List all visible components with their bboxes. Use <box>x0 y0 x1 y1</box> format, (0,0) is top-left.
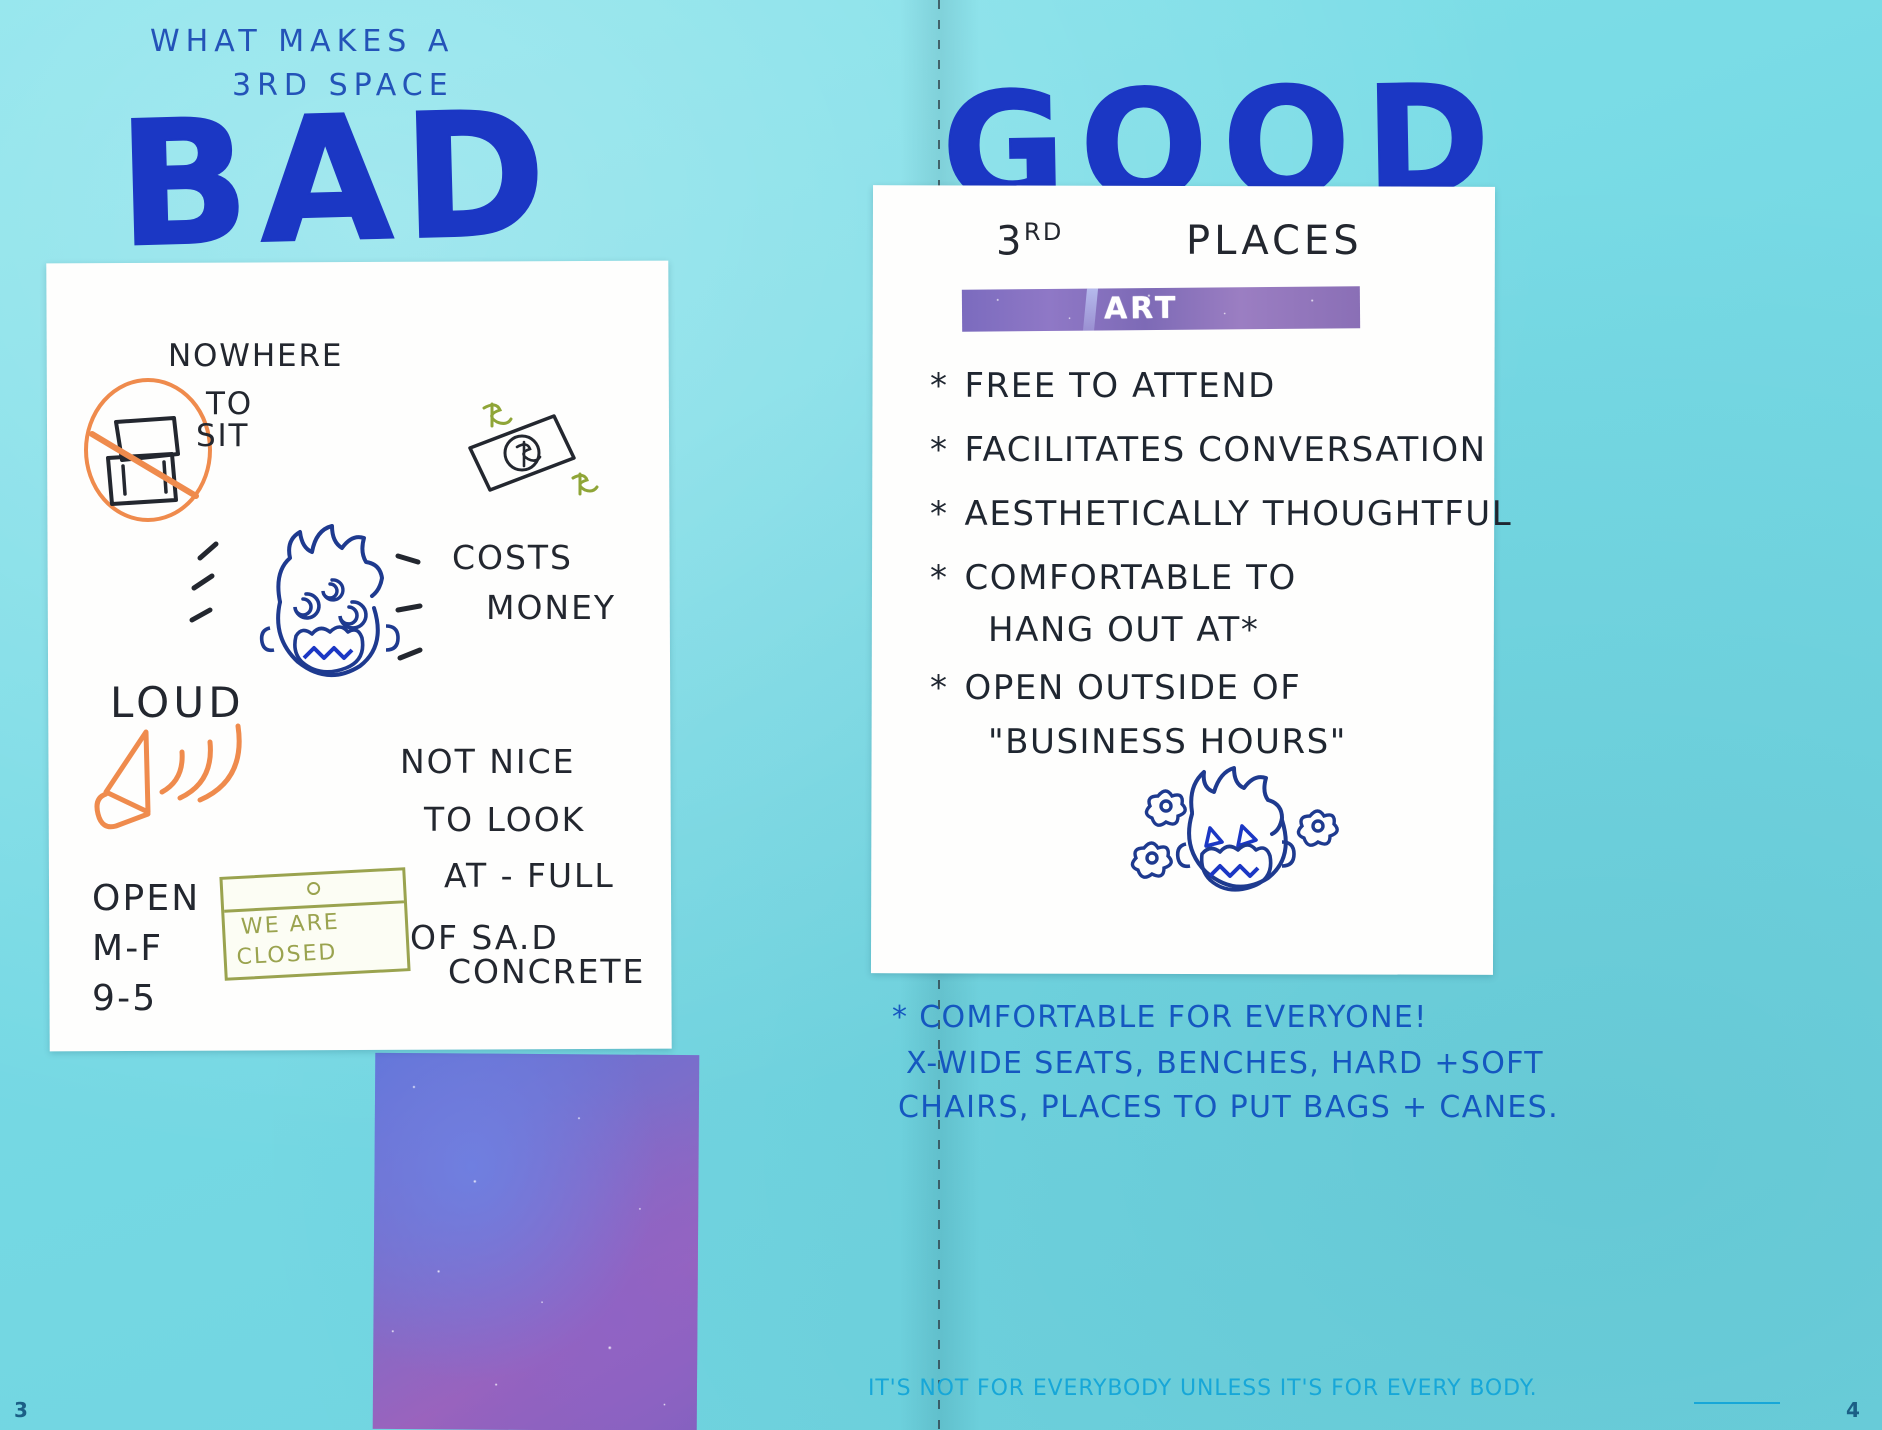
nowhere-line-2: TO <box>206 386 254 422</box>
no-chair-icon <box>84 378 212 522</box>
bullet-2: * FACILITATES CONVERSATION <box>930 430 1487 470</box>
ugly-line-2: TO LOOK <box>424 800 586 839</box>
card-title-word: PLACES <box>1186 218 1363 264</box>
happy-flower-face-icon <box>1130 766 1339 892</box>
bottom-scrawl-underline <box>1694 1402 1780 1404</box>
card-title-superscript: RD <box>1023 218 1064 246</box>
sign-line-1: WE ARE <box>240 909 341 940</box>
bullet-4-continuation: HANG OUT AT* <box>988 610 1260 650</box>
kicker-line-2: 3RD SPACE <box>232 68 454 103</box>
sign-line-2: CLOSED <box>235 939 339 971</box>
bullet-text: FACILITATES CONVERSATION <box>964 430 1487 470</box>
footnote-line-2: X-WIDE SEATS, BENCHES, HARD +SOFT <box>906 1046 1544 1081</box>
banner-light-streak <box>1082 286 1099 332</box>
emphasis-ticks-right-icon <box>395 553 423 661</box>
nowhere-line-3: SIT <box>196 418 250 454</box>
card-title-number: 3RD <box>996 218 1064 264</box>
nowhere-line-1: NOWHERE <box>168 338 344 374</box>
loud-label: LOUD <box>110 678 245 727</box>
kicker-line-1: WHAT MAKES A <box>150 24 455 59</box>
dizzy-face-icon <box>259 524 400 678</box>
bullet-5-continuation: "BUSINESS HOURS" <box>988 722 1347 762</box>
ugly-line-1: NOT NICE <box>400 742 576 781</box>
bullet-1: * FREE TO ATTEND <box>930 366 1276 406</box>
ugly-line-4: OF SA.D <box>410 918 559 957</box>
bullet-4: * COMFORTABLE TO <box>930 558 1297 598</box>
ugly-line-5: CONCRETE <box>448 952 646 991</box>
emphasis-ticks-left-icon <box>189 541 219 623</box>
hours-line-1: OPEN <box>92 878 201 919</box>
bullet-marker: * <box>930 366 949 406</box>
bullet-marker: * <box>930 668 949 708</box>
page-number-left: 3 <box>14 1398 28 1422</box>
art-banner: ART <box>961 286 1361 332</box>
bullet-text: OPEN OUTSIDE OF <box>964 668 1302 708</box>
bullet-marker: * <box>930 430 949 470</box>
megaphone-icon <box>94 723 242 830</box>
footnote-line-3: CHAIRS, PLACES TO PUT BAGS + CANES. <box>898 1090 1559 1125</box>
costs-line-2: MONEY <box>486 588 617 627</box>
bullet-text: COMFORTABLE TO <box>964 558 1297 598</box>
heading-bad: BAD <box>114 72 559 286</box>
dollar-bill-icon <box>468 402 599 496</box>
page-number-right: 4 <box>1846 1398 1860 1422</box>
art-banner-word: ART <box>1103 290 1179 327</box>
costs-line-1: COSTS <box>452 538 573 577</box>
bullet-3: * AESTHETICALLY THOUGHTFUL <box>930 494 1512 534</box>
bullet-text: AESTHETICALLY THOUGHTFUL <box>964 494 1513 534</box>
ugly-line-3: AT - FULL <box>444 856 615 895</box>
closed-sign-icon: WE ARE CLOSED <box>219 867 411 981</box>
sign-hole <box>306 881 321 896</box>
hours-line-2: M-F <box>92 928 164 969</box>
card-title-num-text: 3 <box>996 218 1024 265</box>
hours-line-3: 9-5 <box>92 978 158 1019</box>
bottom-scrawl: IT'S NOT FOR EVERYBODY UNLESS IT'S FOR E… <box>868 1376 1538 1401</box>
bullet-5: * OPEN OUTSIDE OF <box>930 668 1301 708</box>
bullet-marker: * <box>930 558 949 598</box>
bullet-marker: * <box>930 494 949 534</box>
footnote-line-1: * COMFORTABLE FOR EVERYONE! <box>892 1000 1428 1035</box>
galaxy-paper-collage <box>372 1052 700 1430</box>
bullet-text: FREE TO ATTEND <box>964 366 1276 406</box>
